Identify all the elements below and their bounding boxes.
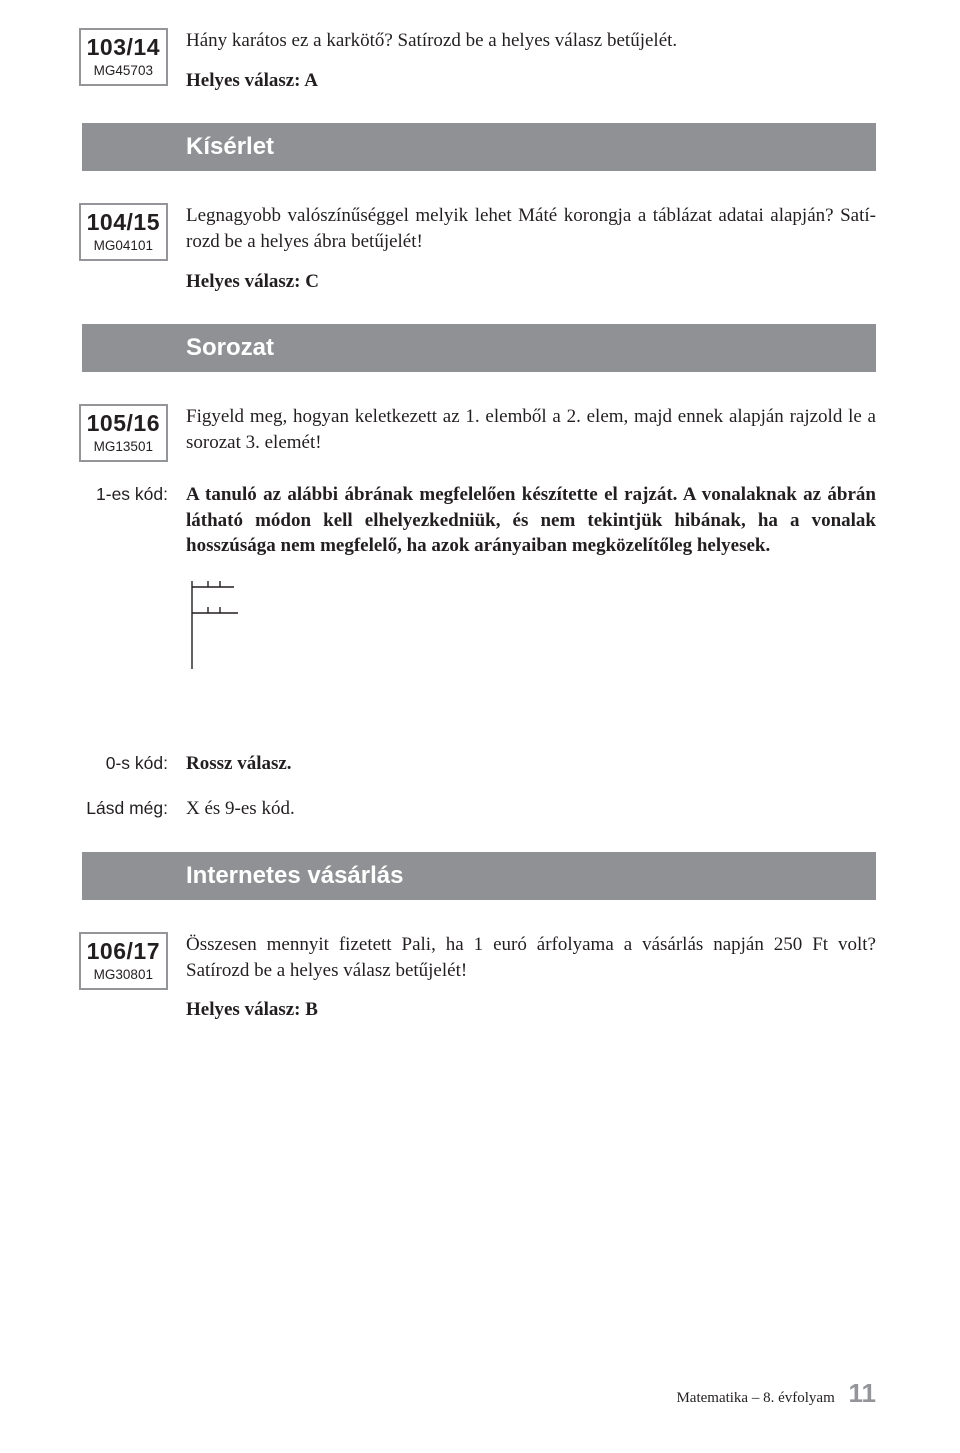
section-bar-sorozat: Sorozat [82,324,876,372]
question-103: 103/14 MG45703 Hány karátos ez a karkötő… [0,28,876,93]
page-footer: Matematika – 8. évfolyam 11 [676,1378,876,1409]
section-bar-kiserlet: Kísérlet [82,123,876,171]
question-106-answer: Helyes válasz: B [186,997,876,1023]
sequence-diagram [186,577,876,681]
question-104-box-wrap: 104/15 MG04101 [0,203,186,261]
sequence-diagram-svg [186,577,242,673]
footer-page-number: 11 [849,1378,877,1408]
question-103-box: 103/14 MG45703 [79,28,168,86]
kod-0-label: 0-s kód: [0,751,168,774]
kod-1-body: A tanuló az alábbi ábrának megfelelően k… [186,482,876,693]
kod-0-text: Rossz válasz. [186,751,876,777]
kod-0-row: 0-s kód: Rossz válasz. [0,751,876,777]
kod-0-label-wrap: 0-s kód: [0,751,186,774]
page: 103/14 MG45703 Hány karátos ez a karkötő… [0,0,960,1453]
kod-0-body: Rossz válasz. [186,751,876,777]
question-104-box: 104/15 MG04101 [79,203,168,261]
question-104-number: 104/15 [87,209,160,236]
lasd-meg-label-wrap: Lásd még: [0,796,186,819]
lasd-meg-label: Lásd még: [0,796,168,819]
question-104-answer: Helyes válasz: C [186,269,876,295]
section-bar-sorozat-label: Sorozat [186,334,274,362]
question-103-answer: Helyes válasz: A [186,68,876,94]
question-106-box-wrap: 106/17 MG30801 [0,932,186,990]
question-103-code: MG45703 [87,63,160,78]
question-103-number: 103/14 [87,34,160,61]
section-bar-internetes: Internetes vásárlás [82,852,876,900]
question-105-box: 105/16 MG13501 [79,404,168,462]
question-105-number: 105/16 [87,410,160,437]
question-105-body: Figyeld meg, hogyan keletkezett az 1. el… [186,404,876,455]
question-105-code: MG13501 [87,439,160,454]
question-106-text: Összesen mennyit fizetett Pali, ha 1 eur… [186,932,876,983]
question-104-body: Legnagyobb valószínűséggel melyik lehet … [186,203,876,294]
question-105-text: Figyeld meg, hogyan keletkezett az 1. el… [186,404,876,455]
footer-text: Matematika – 8. évfolyam [676,1390,834,1406]
section-bar-kiserlet-label: Kísérlet [186,133,274,161]
kod-1-text: A tanuló az alábbi ábrának megfelelően k… [186,482,876,559]
question-106-body: Összesen mennyit fizetett Pali, ha 1 eur… [186,932,876,1023]
question-103-box-wrap: 103/14 MG45703 [0,28,186,86]
question-106-box: 106/17 MG30801 [79,932,168,990]
question-106-number: 106/17 [87,938,160,965]
kod-1-label: 1-es kód: [0,482,168,505]
question-104: 104/15 MG04101 Legnagyobb valószínűségge… [0,203,876,294]
question-106-code: MG30801 [87,967,160,982]
question-105: 105/16 MG13501 Figyeld meg, hogyan kelet… [0,404,876,462]
question-106: 106/17 MG30801 Összesen mennyit fizetett… [0,932,876,1023]
lasd-meg-body: X és 9-es kód. [186,796,876,822]
question-104-code: MG04101 [87,238,160,253]
question-103-text: Hány karátos ez a karkötő? Satírozd be a… [186,28,876,54]
lasd-meg-text: X és 9-es kód. [186,796,876,822]
section-bar-internetes-label: Internetes vásárlás [186,862,403,890]
question-104-text: Legnagyobb valószínűséggel melyik lehet … [186,203,876,254]
question-105-box-wrap: 105/16 MG13501 [0,404,186,462]
lasd-meg-row: Lásd még: X és 9-es kód. [0,796,876,822]
question-103-body: Hány karátos ez a karkötő? Satírozd be a… [186,28,876,93]
kod-1-label-wrap: 1-es kód: [0,482,186,505]
kod-1-row: 1-es kód: A tanuló az alábbi ábrának meg… [0,482,876,693]
